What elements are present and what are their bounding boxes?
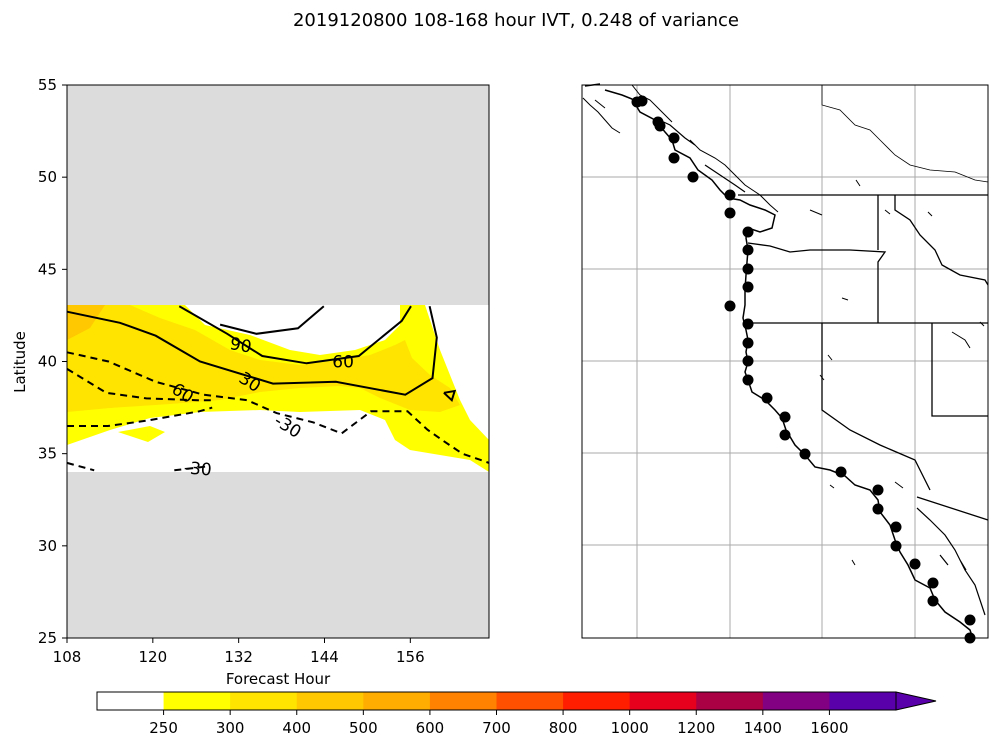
contour-line-layer xyxy=(66,305,490,472)
station-point xyxy=(909,558,921,570)
station-point xyxy=(742,337,754,349)
contour-line xyxy=(66,461,95,472)
colorbar-tick-label: 1000 xyxy=(611,719,649,737)
contour-line xyxy=(174,465,206,472)
station-point xyxy=(668,152,680,164)
station-point xyxy=(872,484,884,496)
colorbar-tick-label: 700 xyxy=(482,719,511,737)
x-axis-ticks: 108 120 132 144 156 xyxy=(53,638,425,666)
contour-line xyxy=(178,305,412,365)
colorbar-swatch xyxy=(163,692,231,710)
station-point xyxy=(927,595,939,607)
colorbar-swatch xyxy=(629,692,697,710)
colorbar-swatch xyxy=(429,692,497,710)
colorbar-tick-label: 400 xyxy=(282,719,311,737)
colorbar-swatch xyxy=(762,692,830,710)
station-point xyxy=(761,392,773,404)
canada-us-border xyxy=(821,85,989,183)
contour-label: 90 xyxy=(228,334,253,357)
station-point xyxy=(779,429,791,441)
station-point xyxy=(742,263,754,275)
x-axis-label: Forecast Hour xyxy=(226,670,331,688)
station-point xyxy=(742,226,754,238)
colorbar-tick-label: 250 xyxy=(149,719,178,737)
contour-label: 60 xyxy=(332,353,354,373)
map-gridlines xyxy=(582,85,988,638)
colorbar-tick-label: 600 xyxy=(416,719,445,737)
colorbar-tick-label: 1200 xyxy=(677,719,715,737)
map-panel xyxy=(581,83,989,644)
station-point xyxy=(724,300,736,312)
contour-label: -30 xyxy=(183,458,212,480)
colorbar-swatch xyxy=(97,692,165,710)
y-axis-label: Latitude xyxy=(11,331,29,393)
x-tick-label: 132 xyxy=(224,648,253,666)
station-point xyxy=(742,374,754,386)
station-point xyxy=(742,355,754,367)
colorbar-swatch xyxy=(230,692,298,710)
ivt-fill xyxy=(118,426,165,442)
x-tick-label: 144 xyxy=(310,648,339,666)
station-point xyxy=(890,521,902,533)
station-point xyxy=(636,95,648,107)
contour-line xyxy=(66,351,490,464)
colorbar-tick-label: 800 xyxy=(549,719,578,737)
colorbar-swatch xyxy=(563,692,631,710)
station-point xyxy=(835,466,847,478)
contour-line xyxy=(219,305,325,335)
colorbar-swatch xyxy=(829,692,897,710)
colorbar-swatch xyxy=(696,692,764,710)
contour-line xyxy=(66,368,211,402)
colorbar-swatches xyxy=(97,692,897,710)
canadian-coast-detail xyxy=(582,84,779,213)
contour-line xyxy=(66,305,438,396)
state-borders xyxy=(738,194,989,521)
station-point xyxy=(779,411,791,423)
colorbar-extend-arrow xyxy=(895,691,937,711)
colorbar-ticks: 250 300 400 500 600 700 800 1000 1200 1400 1600 xyxy=(149,710,849,737)
station-point xyxy=(742,318,754,330)
contour-line xyxy=(67,406,213,427)
colorbar-tick-label: 300 xyxy=(216,719,245,737)
y-tick-label: 30 xyxy=(38,537,57,555)
x-tick-label: 108 xyxy=(53,648,82,666)
x-tick-label: 156 xyxy=(396,648,425,666)
station-point xyxy=(799,448,811,460)
y-tick-label: 50 xyxy=(38,168,57,186)
station-point xyxy=(724,189,736,201)
station-point xyxy=(927,577,939,589)
station-point xyxy=(654,120,666,132)
station-point xyxy=(890,540,902,552)
colorbar-tick-label: 500 xyxy=(349,719,378,737)
figure-title: 2019120800 108-168 hour IVT, 0.248 of va… xyxy=(293,10,739,31)
colorbar: 250 300 400 500 600 700 800 1000 1200 1400 1600 xyxy=(96,691,937,737)
y-tick-label: 25 xyxy=(38,629,57,647)
colorbar-tick-label: 1600 xyxy=(810,719,848,737)
y-tick-label: 35 xyxy=(38,445,57,463)
colorbar-tick-label: 1400 xyxy=(744,719,782,737)
gulf-of-california xyxy=(916,507,986,616)
y-axis-ticks: 25 30 35 40 45 50 55 xyxy=(38,76,67,647)
y-tick-label: 55 xyxy=(38,76,57,94)
y-tick-label: 40 xyxy=(38,353,57,371)
y-tick-label: 45 xyxy=(38,260,57,278)
contour-line xyxy=(443,389,457,403)
ivt-fill xyxy=(67,305,460,412)
station-points xyxy=(631,95,976,644)
station-point xyxy=(687,171,699,183)
colorbar-swatch xyxy=(296,692,364,710)
station-point xyxy=(872,503,884,515)
station-point xyxy=(742,244,754,256)
colorbar-swatch xyxy=(496,692,564,710)
x-tick-label: 120 xyxy=(139,648,168,666)
station-point xyxy=(668,132,680,144)
station-point xyxy=(742,281,754,293)
right-axes-frame xyxy=(581,84,989,639)
islands xyxy=(809,179,985,566)
colorbar-swatch xyxy=(363,692,431,710)
station-point xyxy=(724,207,736,219)
station-point xyxy=(964,614,976,626)
